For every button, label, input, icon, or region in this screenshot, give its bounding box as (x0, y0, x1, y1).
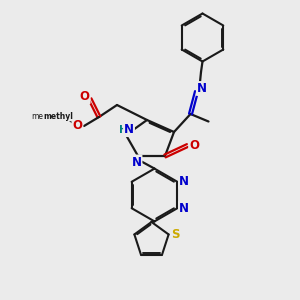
Text: O: O (80, 90, 90, 103)
Text: O: O (72, 119, 82, 132)
Text: N: N (197, 82, 207, 95)
Text: N: N (179, 175, 189, 188)
Text: N: N (124, 123, 134, 136)
Text: N: N (179, 202, 189, 215)
Text: methyl: methyl (44, 112, 74, 121)
Text: S: S (171, 228, 179, 241)
Text: H: H (118, 124, 127, 135)
Text: N: N (131, 155, 142, 169)
Text: methyl: methyl (32, 112, 58, 121)
Text: O: O (189, 139, 199, 152)
